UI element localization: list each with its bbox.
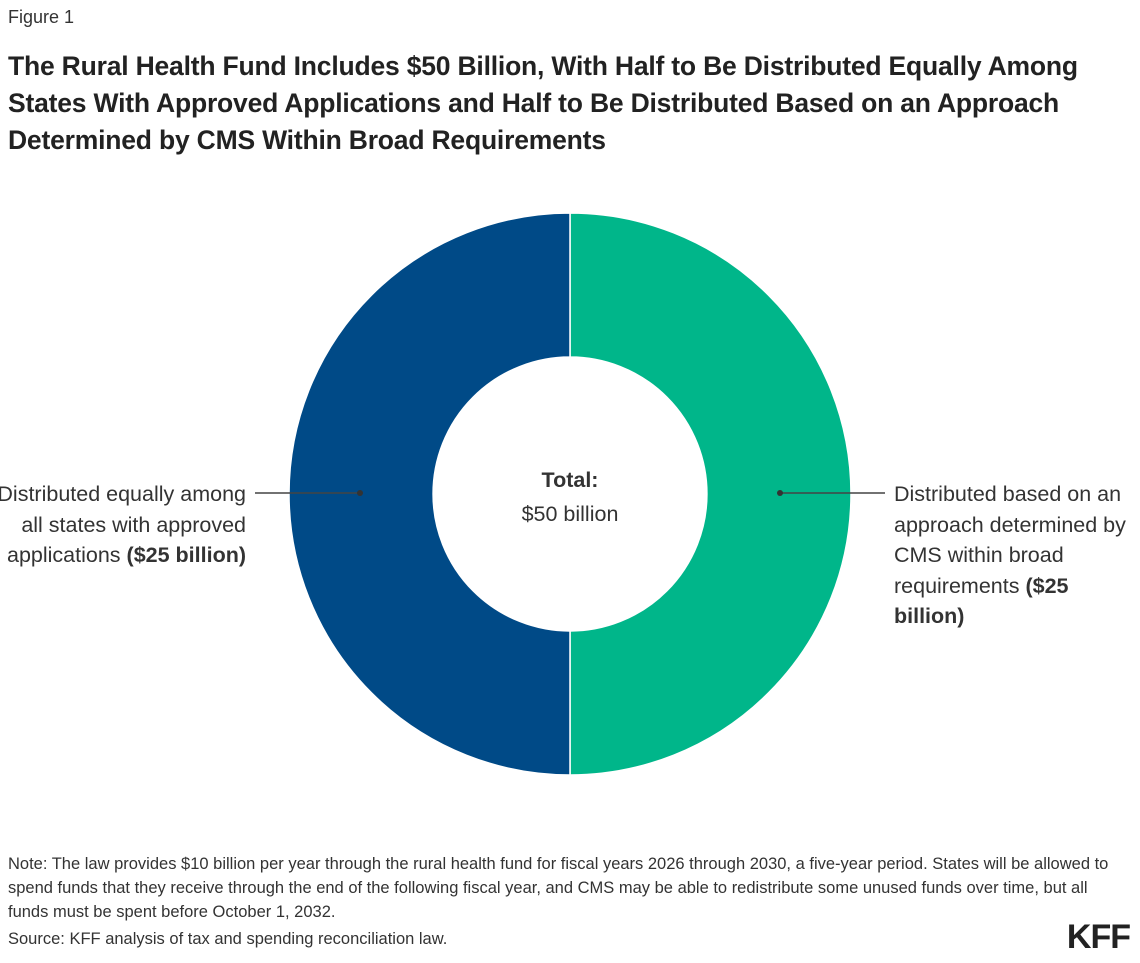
center-value: $50 billion [521,502,619,526]
chart-source: Source: KFF analysis of tax and spending… [8,930,448,948]
slice-label-text: Distributed equally among all states wit… [0,482,246,567]
figure-label: Figure 1 [8,7,75,27]
donut-slice-0 [569,212,852,776]
center-title: Total: [541,468,599,492]
donut-slice-1 [288,212,571,776]
slice-label-equal: Distributed equally among all states wit… [0,479,246,571]
slice-label-amount: ($25 billion) [894,573,1069,629]
center-label: Total: $50 billion [470,463,670,531]
kff-logo: KFF [1066,918,1131,956]
slice-label-cms: Distributed based on an approach determi… [894,479,1134,632]
leader-dot [357,490,363,496]
leader-dot [777,490,783,496]
slice-label-amount: ($25 billion) [126,543,246,567]
chart-note: Note: The law provides $10 billion per y… [8,855,1109,921]
slice-label-text: Distributed based on an approach determi… [894,482,1126,598]
chart-title: The Rural Health Fund Includes $50 Billi… [8,51,1078,155]
